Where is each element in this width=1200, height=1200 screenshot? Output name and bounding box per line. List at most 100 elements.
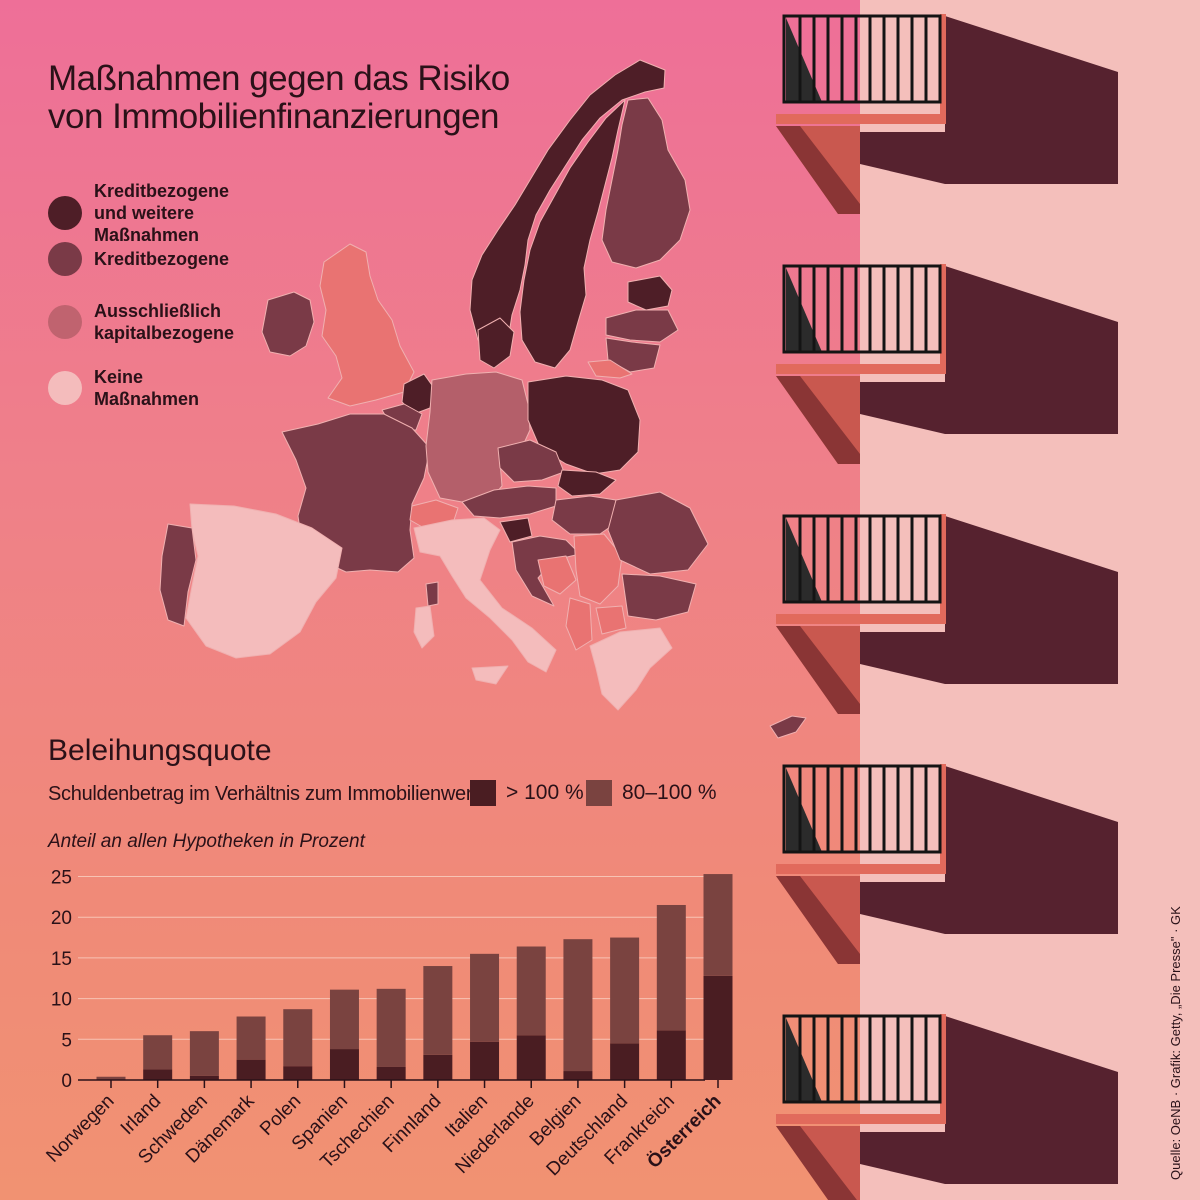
y-tick-label: 5 — [61, 1030, 72, 1051]
railing-frame — [782, 1014, 942, 1104]
map-region-kaliningrad — [587, 359, 633, 379]
balcony-slab-edge — [776, 1126, 857, 1200]
map-region-italy — [413, 517, 557, 673]
map-region-bosnia — [537, 555, 577, 595]
legend-label: Kreditbezogene und weitere Maßnahmen — [94, 181, 230, 245]
bar-segment-over-100 — [236, 1059, 266, 1080]
bar-segment-over-100 — [189, 1075, 219, 1080]
bar-segment-over-100 — [610, 1043, 640, 1080]
balcony-slab-edge — [776, 376, 860, 464]
balcony-post — [940, 264, 946, 374]
bar-segment-80-100 — [610, 937, 640, 1044]
balcony — [776, 764, 1118, 964]
map-legend-item: Kreditbezogene und weitere Maßnahmen — [48, 180, 229, 246]
balcony — [776, 514, 1118, 714]
legend-dot — [48, 305, 82, 339]
series-legend-item: > 100 % — [470, 780, 584, 806]
bar-segment-over-100 — [423, 1054, 453, 1080]
map-region-uk — [319, 243, 415, 407]
map-title-line-2: von Immobilienfinanzierungen — [48, 97, 499, 136]
bar-segment-80-100 — [376, 988, 406, 1067]
map-title: Maßnahmen gegen das Risiko von Immobilie… — [48, 60, 510, 136]
legend-label: Kreditbezogene — [94, 249, 230, 269]
europe-map — [159, 59, 807, 739]
balcony-wall-shadow — [945, 266, 1118, 434]
map-legend-item: Ausschließlich kapitalbezogene — [48, 300, 264, 344]
map-legend-item: Keine Maßnahmen — [48, 366, 199, 410]
balcony-inner-shadow — [786, 18, 822, 102]
railing-frame — [782, 264, 942, 354]
balcony-slab-edge — [776, 876, 860, 964]
balcony-railing — [782, 1014, 942, 1104]
map-region-romania — [607, 491, 709, 575]
railing-frame — [782, 514, 942, 604]
bar-segment-80-100 — [96, 1076, 126, 1080]
legend-label: Keine Maßnahmen — [94, 367, 200, 409]
balcony-railing — [782, 264, 942, 354]
series-swatch — [586, 780, 612, 806]
chart-subtitle: Schuldenbetrag im Verhältnis zum Immobil… — [48, 783, 478, 805]
bar-segment-80-100 — [189, 1031, 219, 1076]
balcony-floor — [776, 614, 946, 624]
map-region-corsica — [425, 581, 439, 607]
bar-segment-over-100 — [703, 975, 733, 1080]
bar-segment-over-100 — [283, 1066, 313, 1080]
source-note: Quelle: OeNB · Grafik: Getty, „Die Press… — [1168, 906, 1183, 1180]
balcony-wall-shadow — [945, 516, 1118, 684]
legend-dot — [48, 196, 82, 230]
x-tick-label: Norwegen — [42, 1091, 118, 1167]
legend-dot — [48, 242, 82, 276]
bar-segment-80-100 — [283, 1009, 313, 1067]
bar-segment-over-100 — [376, 1066, 406, 1080]
bar-segment-over-100 — [143, 1069, 173, 1080]
map-region-latvia — [605, 309, 679, 343]
balcony-wall-shadow — [945, 766, 1118, 934]
balcony-floor — [776, 864, 946, 874]
map-region-slovenia — [499, 517, 533, 543]
y-tick-label: 10 — [51, 990, 72, 1011]
legend-label: Ausschließlich kapitalbezogene — [94, 301, 235, 343]
map-region-albania — [565, 597, 593, 651]
bar-segment-80-100 — [516, 946, 546, 1036]
y-tick-label: 20 — [51, 908, 72, 929]
bar-segment-over-100 — [516, 1035, 546, 1080]
bar-segment-80-100 — [470, 953, 500, 1042]
map-region-finland — [601, 97, 691, 269]
balcony — [776, 14, 1118, 214]
balcony-inner-shadow — [786, 1018, 822, 1102]
map-region-serbia — [573, 533, 623, 605]
map-region-greece — [589, 627, 673, 711]
chart-unit-note: Anteil an allen Hypotheken in Prozent — [48, 831, 365, 852]
balcony-inner-shadow — [786, 768, 822, 852]
series-legend-label: > 100 % — [506, 781, 584, 804]
map-region-slovakia — [557, 469, 617, 497]
bar-segment-over-100 — [329, 1049, 359, 1080]
balcony-post — [940, 514, 946, 624]
map-region-estonia — [627, 275, 673, 311]
bar-segment-over-100 — [470, 1041, 500, 1080]
legend-dot — [48, 371, 82, 405]
balcony-post — [940, 1014, 946, 1124]
balcony-inner-shadow — [786, 518, 822, 602]
y-tick-label: 25 — [51, 868, 72, 889]
balcony-slab-edge — [776, 126, 860, 214]
bar-segment-over-100 — [563, 1071, 593, 1080]
balcony-inner-shadow — [786, 268, 822, 352]
balcony-floor — [776, 1114, 946, 1124]
balcony — [776, 264, 1118, 464]
map-region-spain — [185, 503, 343, 659]
balcony-post — [940, 14, 946, 124]
balcony-wall-shadow — [945, 1016, 1118, 1184]
bar-segment-80-100 — [656, 904, 686, 1031]
map-region-cyprus — [769, 715, 807, 739]
railing-frame — [782, 764, 942, 854]
map-region-bulgaria — [621, 573, 697, 621]
balcony-railing — [782, 514, 942, 604]
balcony-railing — [782, 764, 942, 854]
balcony-wall-shadow — [945, 16, 1118, 184]
series-swatch — [470, 780, 496, 806]
map-legend-item: Kreditbezogene — [48, 242, 229, 276]
balcony-slab-edge — [776, 626, 860, 714]
